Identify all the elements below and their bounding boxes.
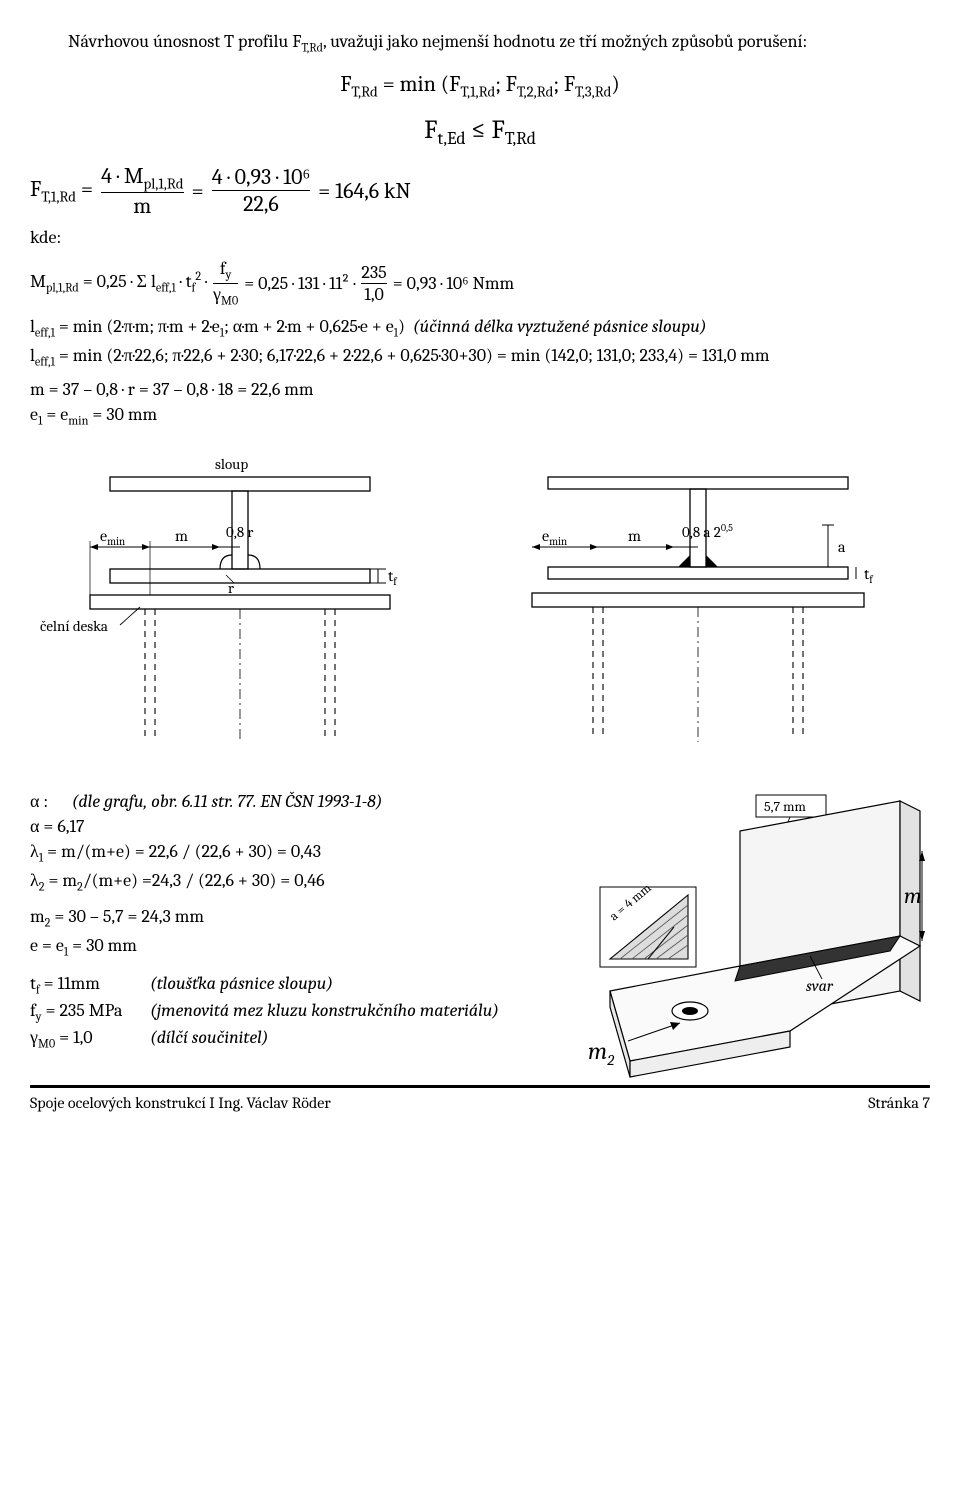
diagram-3d-svg: 5,7 mm (570, 791, 930, 1091)
leff-note: (účinná délka vyztužené pásnice sloupu) (413, 316, 707, 337)
e-eq-line: e = e1 = 30 mm (30, 935, 540, 960)
footer-left: Spoje ocelových konstrukcí I Ing. Václav… (30, 1094, 331, 1112)
fifty7-label: 5,7 mm (764, 798, 807, 815)
svar-label: svar (806, 977, 834, 995)
alpha-line-head: α : (dle grafu, obr. 6.11 str. 77. EN ČS… (30, 791, 540, 812)
frac-den-2: 22,6 (212, 190, 310, 217)
alpha-note: (dle grafu, obr. 6.11 str. 77. EN ČSN 19… (72, 791, 383, 812)
08r-label: 0,8 r (226, 523, 253, 541)
diagram-right-svg: tf a (488, 447, 908, 747)
kde-label: kde: (30, 227, 930, 248)
emin-label-left: emin (100, 527, 125, 548)
leff-line-1: leff,1 = min (2·π·m; π·m + 2·e1; α·m + 2… (30, 316, 930, 341)
tf-label: tf (388, 567, 398, 588)
eq-1: = (192, 178, 204, 204)
intro-paragraph: Návrhovou únosnost T profilu FT,Rd, uvaž… (30, 30, 930, 57)
diagram-left: sloup tf čelní deska (30, 447, 472, 751)
tf-label-right: tf (864, 565, 874, 586)
m-label-left: m (175, 527, 188, 545)
formula-mpl: Mpl,1,Rd = 0,25 · Σ leff,1 · tf2 · fy γM… (30, 258, 930, 308)
mpl-rhs: = 0,93 · 10⁶ Nmm (393, 273, 514, 294)
lambda2: λ2 = m2/(m+e) =24,3 / (22,6 + 30) = 0,46 (30, 870, 540, 895)
def-gm-note: (dílčí součinitel) (150, 1027, 268, 1052)
diagram-row: sloup tf čelní deska (30, 447, 930, 751)
formula-ftrd-min: FT,Rd = min (FT,1,Rd; FT,2,Rd; FT,3,Rd) (30, 71, 930, 100)
formula-fted-le: Ft,Ed ≤ FT,Rd (30, 115, 930, 149)
mpl-mid: = 0,25 · 131 · 11² · (244, 273, 355, 294)
def-tf-note: (tloušťka pásnice sloupu) (150, 973, 333, 998)
frac-num-1: 4 · Mpl,1,Rd (101, 163, 183, 192)
sloup-label: sloup (215, 455, 248, 473)
lambda1: λ1 = m/(m+e) = 22,6 / (22,6 + 30) = 0,43 (30, 841, 540, 866)
m-line: m = 37 – 0,8 · r = 37 – 0,8 · 18 = 22,6 … (30, 379, 930, 400)
alpha-block: α : (dle grafu, obr. 6.11 str. 77. EN ČS… (30, 791, 930, 1051)
eq-result-1: = 164,6 kN (318, 178, 411, 204)
m2-dim-label: m2 (588, 1037, 614, 1069)
intro-sub: T,Rd (301, 42, 323, 56)
def-fy-note: (jmenovitá mez kluzu konstrukčního mater… (150, 1000, 499, 1025)
alpha-text-col: α : (dle grafu, obr. 6.11 str. 77. EN ČS… (30, 791, 540, 1051)
def-gm: γM0 = 1,0 (dílčí součinitel) (30, 1027, 540, 1052)
08a-label: 0,8 a 20,5 (682, 522, 733, 541)
m-label-right: m (628, 527, 641, 545)
formula-ft1rd: FT,1,Rd = 4 · Mpl,1,Rd m = 4 · 0,93 · 10… (30, 163, 930, 219)
frac-den-1: m (101, 192, 183, 219)
mpl-num2: 235 (361, 262, 386, 283)
alpha-val: α = 6,17 (30, 816, 540, 837)
a-label: a (838, 538, 846, 556)
mpl-den2: 1,0 (361, 283, 386, 305)
footer-right: Stránka 7 (868, 1094, 930, 1112)
diagram-3d: 5,7 mm (570, 791, 930, 1095)
e-line: e1 = emin = 30 mm (30, 404, 930, 429)
frac-num-2: 4 · 0,93 · 10⁶ (212, 164, 310, 190)
leff-line-2: leff,1 = min (2·π·22,6; π·22,6 + 2·30; 6… (30, 345, 930, 370)
def-tf: tf = 11mm (tloušťka pásnice sloupu) (30, 973, 540, 998)
emin-label-right: emin (542, 527, 567, 548)
intro-text-b: , uvažuji jako nejmenší hodnotu ze tří m… (323, 31, 807, 52)
m2-line: m2 = 30 – 5,7 = 24,3 mm (30, 906, 540, 931)
diagram-right: tf a (488, 447, 930, 751)
m-dim-label: m (904, 883, 922, 909)
defs-block: tf = 11mm (tloušťka pásnice sloupu) fy =… (30, 973, 540, 1051)
diagram-left-svg: sloup tf čelní deska (30, 447, 450, 747)
page: Návrhovou únosnost T profilu FT,Rd, uvaž… (0, 0, 960, 1132)
intro-text-a: Návrhovou únosnost T profilu F (68, 31, 301, 52)
alpha-colon: α : (30, 791, 48, 812)
def-fy: fy = 235 MPa (jmenovitá mez kluzu konstr… (30, 1000, 540, 1025)
celni-label: čelní deska (40, 617, 108, 635)
